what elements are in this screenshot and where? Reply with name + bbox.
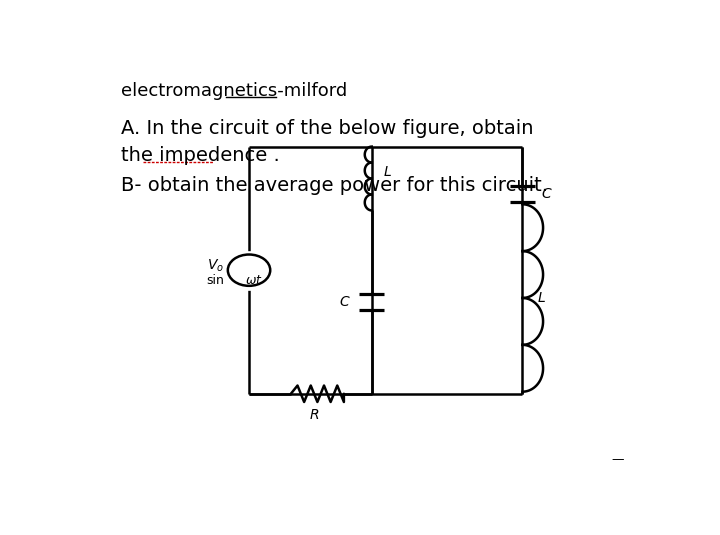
Text: B- obtain the average power for this circuit.: B- obtain the average power for this cir… <box>121 176 548 195</box>
Text: —: — <box>611 453 624 466</box>
Text: R: R <box>310 408 320 422</box>
Text: C: C <box>339 295 349 309</box>
Text: sin: sin <box>206 274 224 287</box>
Text: A. In the circuit of the below figure, obtain: A. In the circuit of the below figure, o… <box>121 119 534 137</box>
Text: the impedence .: the impedence . <box>121 146 279 165</box>
Text: electromagnetics-milford: electromagnetics-milford <box>121 82 347 100</box>
Text: C: C <box>541 187 552 201</box>
Text: $\omega t$: $\omega t$ <box>245 274 262 287</box>
Text: L: L <box>538 291 546 305</box>
Text: $V_o$: $V_o$ <box>207 258 224 274</box>
Text: L: L <box>384 165 392 179</box>
